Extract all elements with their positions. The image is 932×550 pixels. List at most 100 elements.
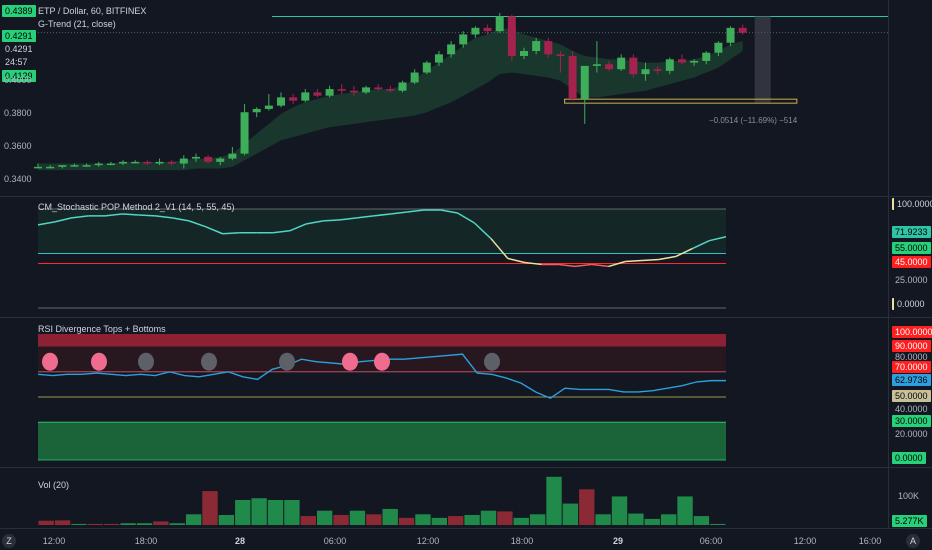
candle-body (301, 92, 310, 101)
stoch-line-segment (306, 220, 324, 225)
volume-bar (104, 523, 120, 525)
candle-body (191, 156, 200, 159)
vol-title: Vol (20) (38, 480, 70, 490)
stoch-line-segment (121, 213, 139, 216)
candle-body (592, 64, 601, 66)
stoch-line-segment (356, 215, 374, 219)
candle-body (738, 27, 747, 33)
candle-body (422, 62, 431, 73)
stoch-line-segment (54, 217, 72, 223)
candle-body (410, 72, 419, 83)
rsi-axis-label: 100.0000 (892, 326, 932, 338)
measure-label: −0.0514 (−11.69%) −514 (709, 116, 798, 125)
candle-body (46, 166, 55, 169)
candle-body (641, 69, 650, 75)
volume-bar (87, 523, 104, 525)
stoch-line-segment (490, 238, 509, 259)
candle-body (289, 97, 298, 101)
stoch-line-segment (709, 235, 727, 242)
rsi-axis-label: 50.0000 (892, 390, 931, 402)
volume-bar (431, 517, 448, 525)
time-axis-label: 28 (234, 536, 245, 546)
candle-body (653, 69, 662, 71)
candle-body (179, 158, 188, 164)
volume-bar (710, 523, 726, 525)
price-tick: 0.3400 (4, 174, 32, 185)
time-axis-label: 12:00 (42, 536, 66, 546)
stoch-axis-label: 45.0000 (892, 256, 931, 268)
candle-body (690, 60, 699, 63)
stoch-line-segment (675, 247, 693, 258)
candle-body (556, 54, 565, 56)
candle-body (580, 65, 589, 99)
time-axis-label: 18:00 (510, 536, 534, 546)
stoch-line-segment (591, 263, 609, 268)
candle-body (459, 34, 468, 45)
volume-bar (136, 523, 153, 525)
price-tag-lower: 0.4129 (2, 70, 36, 82)
volume-bar (677, 496, 693, 525)
rsi-top-marker (42, 352, 58, 371)
candle-body (240, 112, 249, 154)
stoch-line-segment (574, 263, 592, 268)
stoch-line-segment (558, 263, 576, 268)
volume-bar (448, 516, 464, 525)
rsi-neutral-marker (279, 352, 295, 371)
candle-body (216, 158, 225, 162)
candle-body (665, 59, 674, 71)
rsi-axis-label: 20.0000 (895, 429, 928, 439)
g-trend-title: G-Trend (21, close) (38, 19, 116, 29)
candle-body (520, 51, 528, 56)
volume-bar (169, 523, 185, 525)
stoch-line-segment (692, 240, 710, 250)
volume-bar (284, 500, 300, 525)
price-tag-countdown: 24:57 (2, 56, 31, 68)
candle-body (167, 161, 176, 164)
stoch-line-segment (222, 232, 240, 235)
stoch-line-segment (105, 213, 122, 217)
candle-body (702, 52, 711, 61)
stoch-line-segment (339, 217, 357, 221)
rsi-neutral-marker (201, 352, 217, 371)
candle-body (532, 41, 541, 52)
candle-body (337, 89, 346, 91)
candle-body (471, 27, 480, 35)
candle-body (605, 64, 614, 70)
stoch-line-segment (188, 220, 207, 228)
candle-body (629, 57, 638, 75)
candle-body (58, 165, 67, 167)
g-trend-cloud (38, 27, 743, 171)
stoch-line-segment (390, 211, 408, 215)
rsi-axis-label: 80.0000 (895, 352, 928, 362)
volume-bar (202, 491, 218, 525)
rsi-lower-band (38, 422, 726, 460)
stoch-axis-label: 25.0000 (895, 275, 928, 285)
volume-bar (464, 515, 480, 525)
time-axis-label: 12:00 (416, 536, 440, 546)
candle-body (434, 54, 443, 63)
volume-bar (333, 515, 349, 525)
volume-bar (349, 510, 366, 525)
zoom-button[interactable]: Z (2, 534, 16, 548)
candle-body (204, 156, 213, 162)
rsi-axis-label: 30.0000 (892, 415, 931, 427)
rsi-axis-label: 0.0000 (892, 452, 926, 464)
candle-body (252, 108, 261, 113)
candle-body (349, 90, 358, 93)
time-axis-label: 18:00 (134, 536, 158, 546)
candle-body (447, 44, 456, 55)
price-tick: 0.4000 (4, 74, 32, 85)
candle-body (313, 92, 322, 96)
stoch-axis-label: 71.9233 (892, 226, 931, 238)
time-axis-label: 29 (612, 536, 623, 546)
volume-bar (415, 514, 431, 525)
volume-bar (316, 510, 333, 525)
candle-body (106, 163, 115, 166)
candle-body (70, 165, 79, 167)
rsi-top-marker (342, 352, 358, 371)
stoch-line-segment (172, 217, 190, 222)
auto-scale-button[interactable]: A (906, 534, 920, 548)
stoch-line-segment (373, 213, 391, 217)
volume-bar (628, 513, 644, 525)
